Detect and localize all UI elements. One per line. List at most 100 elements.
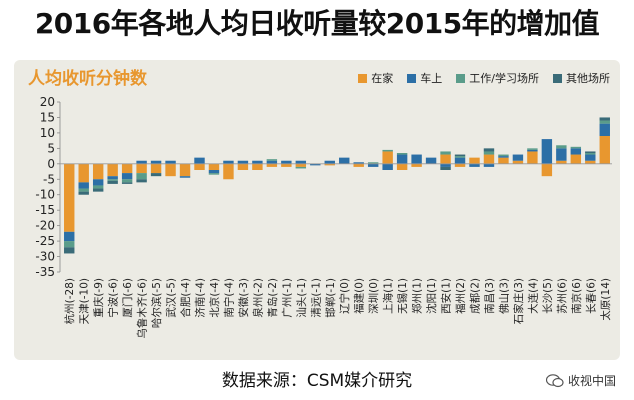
bar-segment: [570, 154, 582, 164]
bar-segment: [92, 179, 104, 186]
bar-segment: [252, 163, 263, 170]
bar-segment: [324, 163, 335, 166]
bar-segment: [136, 163, 147, 174]
bar-segment: [252, 160, 263, 164]
bar-segment: [570, 148, 582, 155]
bar-segment: [483, 151, 495, 155]
bar-segment: [599, 136, 610, 164]
x-tick-label: 青岛(-2): [266, 278, 279, 318]
y-tick-label: -10: [35, 188, 55, 202]
bar-segment: [237, 163, 249, 170]
bar-segment: [411, 154, 422, 164]
x-tick-label: 安徽(-3): [237, 278, 250, 318]
bar-segment: [469, 157, 480, 164]
x-tick-label: 上海(1): [382, 278, 395, 314]
x-tick-label: 太原(14): [599, 278, 612, 321]
bar-segment: [310, 163, 321, 166]
bar-segment: [194, 157, 205, 164]
legend-label-other: 其他场所: [566, 72, 610, 85]
bar-segment: [266, 163, 278, 167]
legend-label-home: 在家: [371, 72, 394, 85]
y-tick-label: -5: [43, 172, 55, 186]
bar-segment: [121, 179, 133, 183]
bar-segment: [527, 148, 538, 150]
bar-segment: [208, 173, 220, 175]
bar-segment: [382, 163, 393, 170]
bar-segment: [411, 163, 422, 167]
page-title: 2016年各地人均日收听量较2015年的增加值: [34, 7, 600, 40]
x-tick-label: 泉州(-2): [251, 278, 264, 318]
x-tick-label: 广州(-1): [281, 278, 293, 318]
x-tick-label: 成都(2): [470, 278, 482, 314]
y-tick-label: 20: [40, 95, 55, 109]
bar-segment: [64, 163, 75, 232]
x-tick-label: 苏州(6): [555, 278, 568, 314]
bar-segment: [382, 151, 393, 164]
bar-segment: [107, 180, 118, 184]
chart-legend: 在家 车上 工作/学习场所 其他场所: [358, 70, 610, 86]
bar-segment: [64, 241, 75, 248]
legend-item-car: 车上: [407, 70, 442, 86]
watermark-text: 收视中国: [567, 374, 616, 388]
bar-segment: [92, 163, 104, 180]
bar-segment: [121, 173, 133, 180]
bar-segment: [150, 173, 162, 177]
bar-segment: [78, 191, 89, 195]
bar-segment: [78, 188, 89, 192]
bar-segment: [541, 163, 553, 177]
y-tick-label: -15: [35, 203, 55, 217]
bar-segment: [483, 163, 495, 167]
bar-segment: [64, 231, 75, 242]
bar-segment: [498, 157, 509, 164]
x-tick-label: 深圳(0): [368, 278, 380, 314]
legend-swatch-other: [553, 73, 562, 83]
bar-segment: [440, 166, 451, 170]
y-tick-label: -20: [35, 219, 55, 233]
x-tick-label: 乌鲁木齐(-6): [136, 278, 149, 339]
x-tick-label: 辽宁(0): [338, 278, 351, 314]
y-tick-label: -35: [35, 265, 55, 279]
x-tick-label: 重庆(-9): [92, 278, 105, 318]
data-source-note: 数据来源：CSM媒介研究: [221, 371, 413, 391]
legend-item-home: 在家: [358, 70, 393, 86]
bar-segment: [107, 163, 118, 177]
x-tick-label: 厦门(-6): [121, 278, 134, 318]
bar-segment: [396, 154, 408, 164]
bar-segment: [382, 149, 393, 152]
bar-segment: [454, 154, 466, 157]
bar-segment: [194, 163, 205, 170]
x-tick-label: 哈尔滨(-5): [150, 278, 163, 328]
bar-segment: [599, 120, 610, 124]
wechat-icon: [545, 373, 564, 387]
bar-segment: [367, 162, 379, 164]
bar-segment: [527, 149, 538, 152]
x-tick-label: 佛山(3): [497, 278, 510, 314]
x-tick-label: 清远(-1): [309, 278, 322, 318]
watermark: 收视中国: [545, 372, 616, 389]
x-tick-label: 济南(-4): [194, 278, 207, 318]
x-tick-label: 西安(1): [440, 278, 453, 314]
y-tick-label: -30: [35, 250, 55, 264]
bar-segment: [440, 154, 451, 164]
x-tick-label: 邯郸(-1): [324, 278, 337, 318]
bar-segment: [556, 148, 567, 161]
bar-segment: [165, 160, 176, 164]
bar-segment: [570, 146, 582, 149]
bar-segment: [179, 163, 191, 177]
bar-segment: [107, 176, 118, 180]
bar-segment: [295, 166, 307, 169]
x-tick-label: 长春(6): [585, 278, 597, 314]
bar-segment: [440, 151, 451, 155]
legend-item-other: 其他场所: [553, 70, 610, 86]
bar-segment: [121, 182, 133, 184]
bar-segment: [483, 154, 495, 164]
bar-segment: [165, 163, 176, 177]
legend-swatch-home: [358, 73, 368, 83]
chart-panel: [14, 60, 620, 360]
x-tick-label: 无锡(1): [396, 278, 409, 314]
bar-segment: [585, 153, 596, 155]
bar-segment: [295, 163, 307, 167]
bar-segment: [295, 160, 307, 164]
x-tick-label: 福州(2): [454, 278, 467, 314]
